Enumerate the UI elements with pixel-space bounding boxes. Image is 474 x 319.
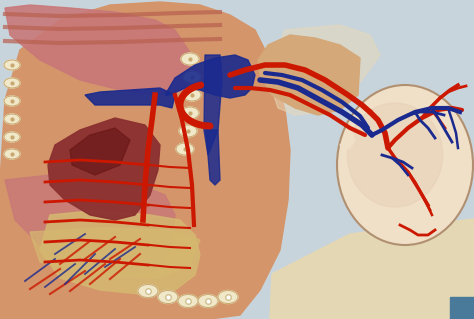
Ellipse shape <box>179 125 197 137</box>
Polygon shape <box>48 118 160 220</box>
Ellipse shape <box>4 96 20 106</box>
Ellipse shape <box>4 149 20 159</box>
Polygon shape <box>270 219 474 319</box>
Ellipse shape <box>178 294 198 308</box>
Polygon shape <box>70 128 130 175</box>
Polygon shape <box>272 25 380 115</box>
Polygon shape <box>340 133 355 150</box>
Bar <box>450 297 474 319</box>
Polygon shape <box>0 2 290 319</box>
Ellipse shape <box>337 85 473 245</box>
Ellipse shape <box>347 103 443 207</box>
Polygon shape <box>40 210 200 295</box>
Polygon shape <box>30 228 200 278</box>
Polygon shape <box>5 5 200 95</box>
Polygon shape <box>204 55 222 155</box>
Ellipse shape <box>183 71 201 83</box>
Ellipse shape <box>4 132 20 142</box>
Ellipse shape <box>183 89 201 101</box>
Polygon shape <box>165 55 255 98</box>
Ellipse shape <box>138 285 158 298</box>
Ellipse shape <box>158 291 178 303</box>
Ellipse shape <box>4 114 20 124</box>
Ellipse shape <box>181 53 199 65</box>
Polygon shape <box>258 35 360 115</box>
Ellipse shape <box>181 107 199 119</box>
Ellipse shape <box>4 78 20 88</box>
Ellipse shape <box>218 291 238 303</box>
Polygon shape <box>206 130 220 185</box>
Ellipse shape <box>198 294 218 308</box>
Polygon shape <box>85 88 175 108</box>
Ellipse shape <box>176 143 194 155</box>
Ellipse shape <box>4 60 20 70</box>
Polygon shape <box>5 175 175 275</box>
